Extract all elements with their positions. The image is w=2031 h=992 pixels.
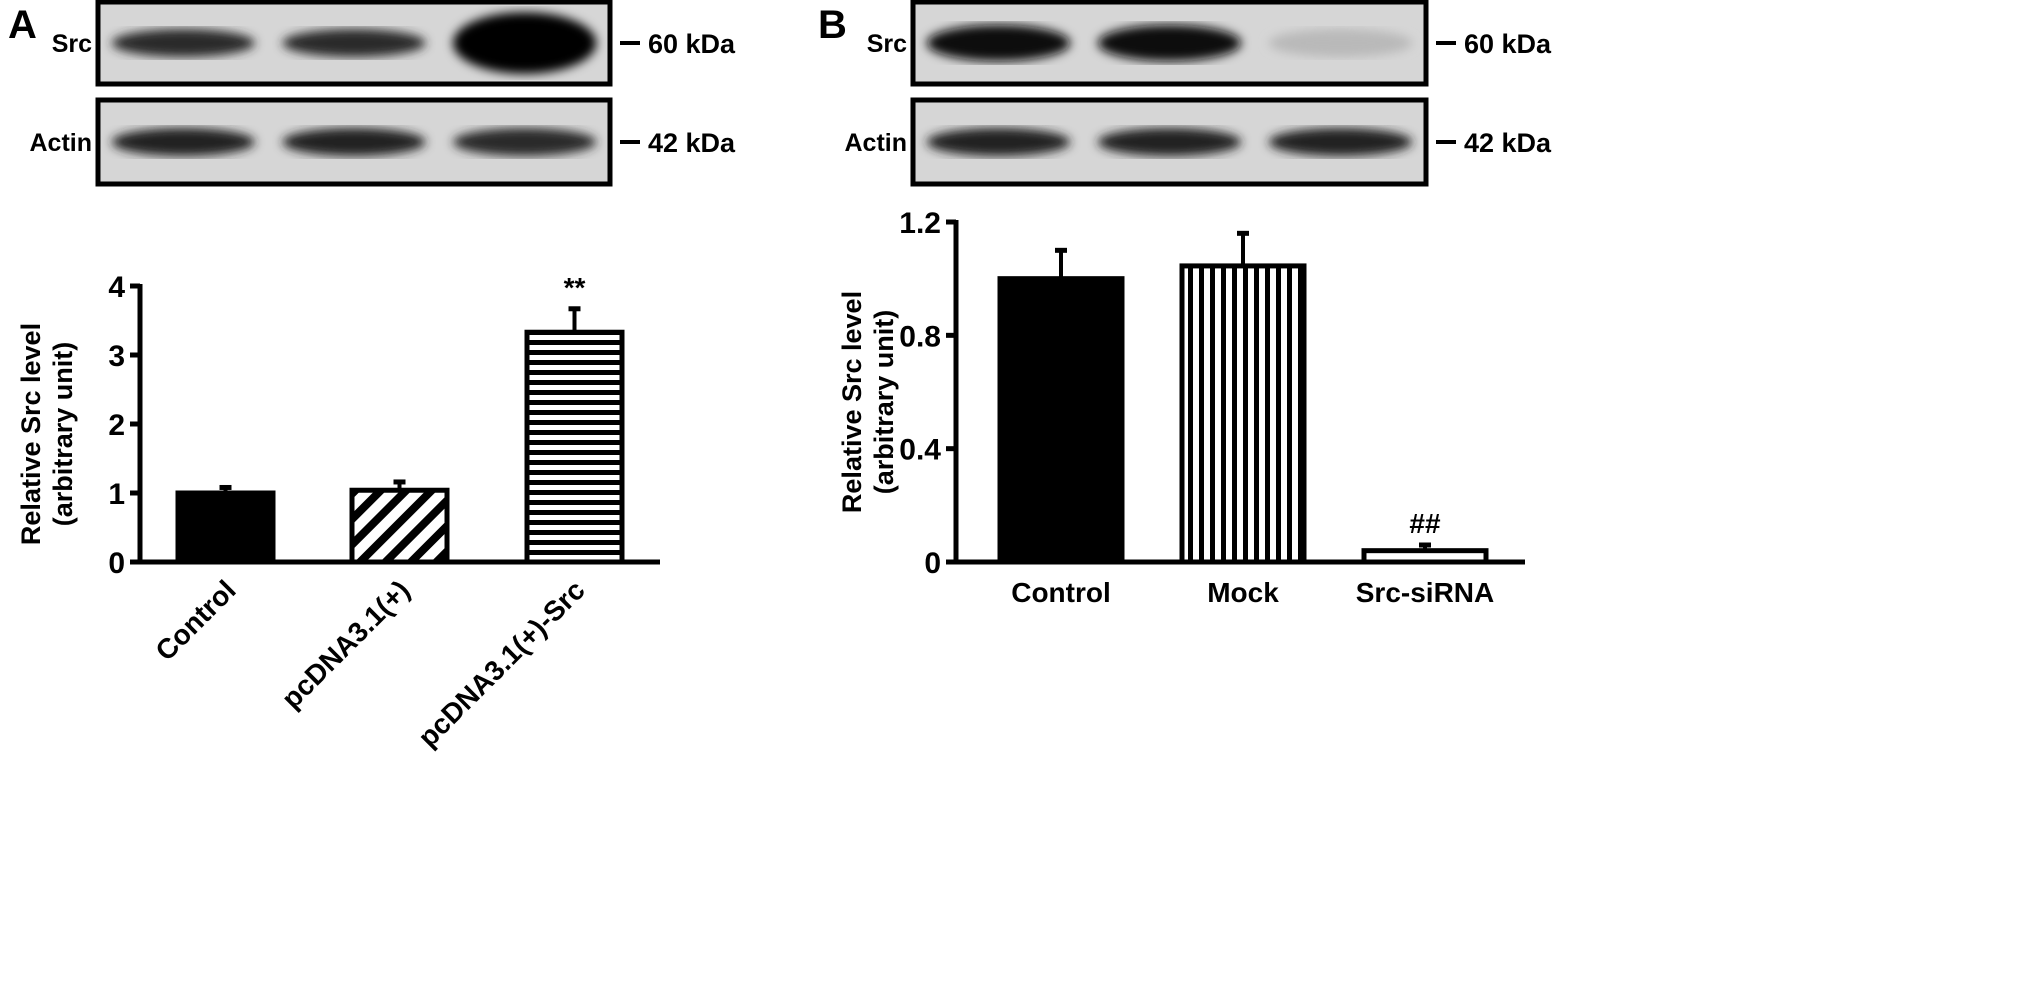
blot-band [282,29,426,57]
bar-chart: 0 1 2 3 4 Relative Src level(arbitrary unit) C… [16,271,660,753]
blot-band [1268,128,1413,156]
blot-row-label: Src [52,30,92,58]
blot-row-label: Src [867,30,907,58]
y-axis-label: Relative Src level(arbitrary unit) [16,323,78,545]
y-tick-label: 1.2 [899,207,941,240]
panel-a: A Src 60 kDa Actin 42 kDa 0 1 2 3 4 Relative Src l… [8,0,736,753]
blot-band [111,29,256,57]
blot-src: Src 60 kDa [52,0,736,87]
blot-band [1268,29,1413,57]
blot-actin: Actin 42 kDa [30,97,736,187]
bar [524,329,625,565]
y-axis-label-line: (arbitrary unit) [48,342,78,527]
panel-letter: B [818,3,847,47]
y-tick-label: 0.4 [899,434,941,467]
x-tick-label: Src-siRNA [1356,577,1494,608]
blot-band [452,12,597,74]
blot-band [282,128,426,156]
bar [175,490,276,565]
marker-label: 60 kDa [648,29,736,59]
bar [1179,263,1307,565]
x-tick-label: pcDNA3.1(+)-Src [412,574,591,753]
y-tick-label: 3 [108,340,125,373]
blot-band [1097,128,1242,156]
blot-actin: Actin 42 kDa [845,97,1552,187]
y-tick-label: 1 [108,478,125,511]
blot-band [926,128,1071,156]
marker-label: 42 kDa [1464,128,1552,158]
bar-chart: 0 0.4 0.8 1.2 Relative Src level(arbitrary u… [837,207,1525,608]
x-tick-label: Mock [1207,577,1279,608]
significance-label: ## [1409,508,1441,539]
y-axis-label-line: (arbitrary unit) [869,310,899,495]
blot-row-label: Actin [30,129,93,157]
y-axis-label-line: Relative Src level [16,323,46,545]
blot-band [926,24,1071,62]
y-tick-label: 0.8 [899,320,941,353]
bar [349,487,450,565]
blot-row-label: Actin [845,129,908,157]
marker-label: 60 kDa [1464,29,1552,59]
x-tick-label: pcDNA3.1(+) [276,574,416,714]
marker-label: 42 kDa [648,128,736,158]
y-tick-label: 4 [108,271,125,304]
blot-band [111,128,256,156]
blot-src: Src 60 kDa [867,0,1552,87]
y-tick-label: 0 [108,547,125,580]
blot-band [452,128,597,156]
y-tick-label: 0 [924,547,941,580]
y-tick-label: 2 [108,409,125,442]
panel-b: B Src 60 kDa Actin 42 kDa 0 0.4 0.8 1.2 Relative … [818,0,1552,608]
x-tick-label: Control [149,574,241,666]
x-tick-label: Control [1011,577,1111,608]
significance-label: ** [564,272,586,303]
bar [1361,548,1489,565]
y-axis-label: Relative Src level(arbitrary unit) [837,291,899,513]
bar [997,276,1125,565]
blot-band [1097,24,1242,62]
y-axis-label-line: Relative Src level [837,291,867,513]
panel-letter: A [8,3,37,47]
